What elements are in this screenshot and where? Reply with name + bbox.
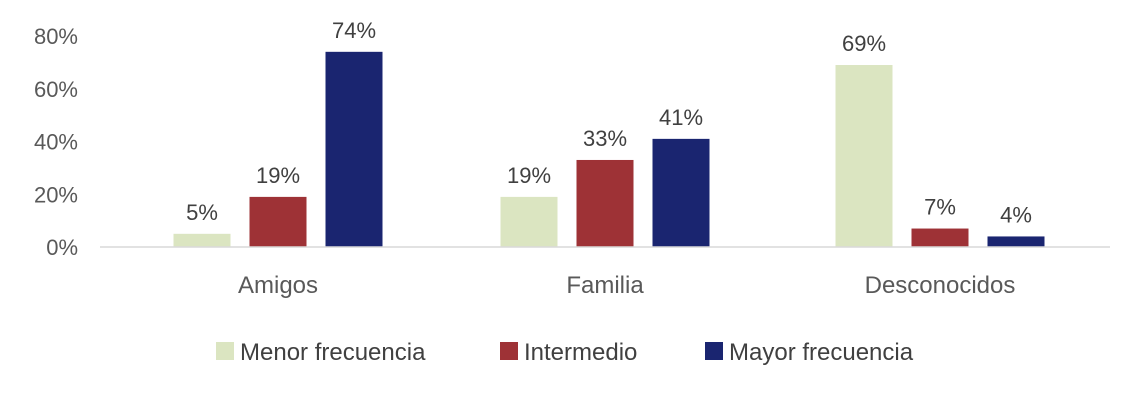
bar-familia-menor-frecuencia — [500, 196, 558, 247]
data-label-familia-mayor-frecuencia: 41% — [659, 105, 703, 130]
y-tick-label-20: 20% — [34, 182, 78, 207]
legend-label-intermedio: Intermedio — [524, 339, 637, 366]
bar-amigos-intermedio — [249, 196, 307, 247]
x-tick-label-familia: Familia — [566, 272, 644, 299]
legend-label-menor-frecuencia: Menor frecuencia — [240, 339, 426, 366]
x-tick-label-amigos: Amigos — [238, 272, 318, 299]
bar-desconocidos-mayor-frecuencia — [987, 236, 1045, 247]
data-label-amigos-menor-frecuencia: 5% — [186, 200, 218, 225]
y-tick-label-60: 60% — [34, 77, 78, 102]
legend: Menor frecuencia Intermedio Mayor frecuenc… — [216, 339, 914, 366]
legend-label-mayor-frecuencia: Mayor frecuencia — [729, 339, 914, 366]
y-tick-label-0: 0% — [46, 235, 78, 260]
x-tick-label-desconocidos: Desconocidos — [865, 272, 1016, 299]
data-labels: 5% 19% 74% 19% 33% 41% 69% 7% 4% — [186, 18, 1032, 228]
data-label-familia-intermedio: 33% — [583, 126, 627, 151]
y-tick-label-80: 80% — [34, 24, 78, 49]
data-label-familia-menor-frecuencia: 19% — [507, 163, 551, 188]
data-label-desconocidos-mayor-frecuencia: 4% — [1000, 202, 1032, 227]
legend-swatch-mayor-frecuencia — [705, 342, 723, 360]
y-tick-label-40: 40% — [34, 130, 78, 155]
y-axis: 0% 20% 40% 60% 80% — [34, 24, 78, 260]
x-axis: Amigos Familia Desconocidos — [238, 272, 1015, 299]
data-label-desconocidos-menor-frecuencia: 69% — [842, 31, 886, 56]
bar-desconocidos-intermedio — [911, 228, 969, 247]
bars — [173, 51, 1045, 248]
legend-swatch-menor-frecuencia — [216, 342, 234, 360]
bar-amigos-menor-frecuencia — [173, 233, 231, 247]
bar-familia-intermedio — [576, 159, 634, 247]
data-label-amigos-intermedio: 19% — [256, 163, 300, 188]
bar-familia-mayor-frecuencia — [652, 138, 710, 247]
data-label-desconocidos-intermedio: 7% — [924, 195, 956, 220]
data-label-amigos-mayor-frecuencia: 74% — [332, 18, 376, 43]
legend-swatch-intermedio — [500, 342, 518, 360]
bar-desconocidos-menor-frecuencia — [835, 65, 893, 247]
bar-amigos-mayor-frecuencia — [325, 51, 383, 248]
